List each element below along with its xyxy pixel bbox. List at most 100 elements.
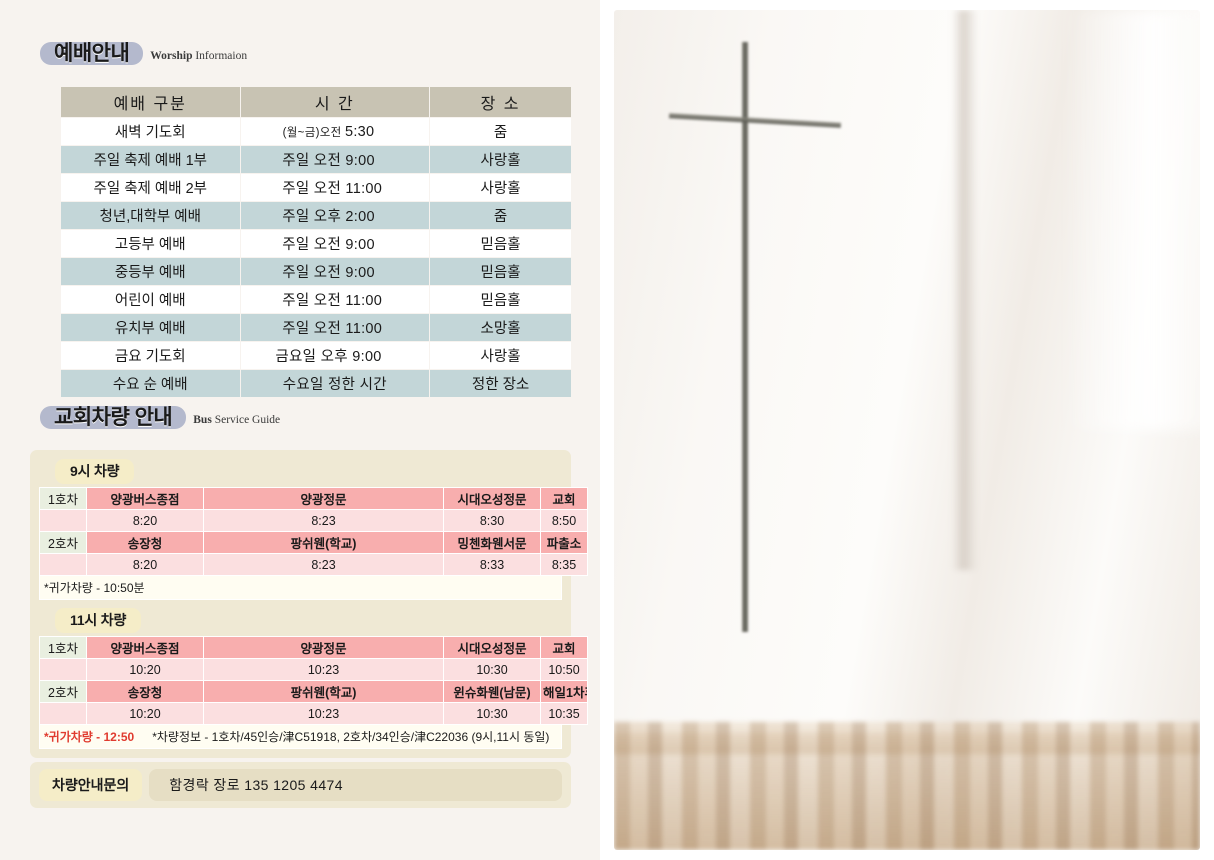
bus-stop-time: 8:30 [443,509,541,532]
bus-stop-name: 밍첸화웬서문 [443,531,541,554]
bus-section-tag: 교회차량 안내 Bus Service Guide [40,406,280,429]
bus-stop-time: 8:20 [86,509,204,532]
worship-row-time: 주일 오전 11:00 [239,173,431,202]
bus-tag-ko: 교회차량 안내 [54,406,173,429]
worship-row-place: 줌 [429,201,572,230]
bus-stop-name: 팡쉬웬(학교) [203,531,444,554]
bus-stop-name: 양광정문 [203,487,444,510]
wall-light-decoration [1064,10,1200,430]
worship-tag-ko: 예배안내 [54,42,130,65]
bus-tag-en-rest: Service Guide [214,414,281,426]
bus-stop-name: 시대오성정문 [443,487,541,510]
bus-time-spacer [39,658,87,681]
worship-table-row: 중등부 예배 주일 오전 9:00 믿음홀 [60,257,572,286]
worship-row-name: 유치부 예배 [60,313,241,342]
bus-schedule-table: 1호차 양광버스종점 양광정문 시대오성정문 교회 8:20 8:23 8:30 8:50 2호차… [39,487,588,576]
bus-stop-name: 교회 [540,636,588,659]
worship-table-row: 새벽 기도회 (월~금)오전 5:30 줌 [60,117,572,146]
bus-stop-name: 송장청 [86,531,204,554]
wall-seam-decoration [952,10,978,570]
sanctuary-photo-background [614,10,1200,850]
bus-stop-time: 10:35 [540,702,588,725]
bus-stop-time: 8:33 [443,553,541,576]
bus-table-row: 8:208:238:338:358:408:418:50 [39,553,588,576]
bus-stop-name: 윈슈화웬(남문) [443,680,541,703]
worship-row-time: 주일 오후 2:00 [239,201,431,230]
worship-section-tag: 예배안내 Worship Informaion [40,42,247,65]
worship-row-time: 수요일 정한 시간 [239,369,431,398]
worship-table-row: 유치부 예배 주일 오전 11:00 소망홀 [60,313,572,342]
bus-info-note: *귀가차량 - 10:50분 [44,581,145,595]
bus-info-note-suffix: (9시,11시 동일) [468,730,550,744]
worship-row-time: 주일 오전 9:00 [239,257,431,286]
bus-stop-time: 10:23 [203,702,444,725]
worship-table-row: 어린이 예배 주일 오전 11:00 믿음홀 [60,285,572,314]
worship-row-name: 청년,대학부 예배 [60,201,241,230]
worship-row-name: 중등부 예배 [60,257,241,286]
worship-tag-en-bold: Worship [150,50,193,62]
bus-table-gap [39,600,562,607]
worship-row-name: 새벽 기도회 [60,117,241,146]
bus-time-spacer [39,553,87,576]
worship-table-row: 금요 기도회 금요일 오후 9:00 사랑홀 [60,341,572,370]
bus-table-row: 10:20 10:23 10:30 10:50 [39,658,588,681]
bus-return-note: *귀가차량 - 12:50 [44,730,135,744]
worship-table-row: 주일 축제 예배 2부 주일 오전 11:00 사랑홀 [60,173,572,202]
bus-info-note: *차량정보 - 1호차/45인승/津C51918, 2호차/34인승/津C220… [152,730,469,744]
bus-stop-time: 10:20 [86,702,204,725]
worship-row-time: 주일 오전 11:00 [239,313,431,342]
bus-table-row: 8:20 8:23 8:30 8:50 [39,509,588,532]
bus-contact-label: 차량안내문의 [39,769,143,801]
worship-row-place: 사랑홀 [429,173,572,202]
worship-row-place: 믿음홀 [429,285,572,314]
bus-stop-time: 10:30 [443,658,541,681]
bus-stop-time: 8:23 [203,509,444,532]
bus-time-spacer [39,702,87,725]
bus-stop-name: 해일1차후문 [540,680,588,703]
worship-tag-en-rest: Informaion [195,50,248,62]
worship-row-time: (월~금)오전 5:30 [239,117,431,146]
worship-row-place: 줌 [429,117,572,146]
worship-header-name: 예배 구분 [60,86,241,118]
worship-row-name: 주일 축제 예배 2부 [60,173,241,202]
bus-tag-pill: 교회차량 안내 [40,406,187,429]
bus-contact-strip: 차량안내문의 함경락 장로 135 1205 4474 [30,762,571,808]
bus-schedule-badge: 9시 차량 [55,459,135,484]
cross-horizontal-beam [668,113,842,128]
bus-stop-time: 8:23 [203,553,444,576]
bus-stop-time: 10:50 [540,658,588,681]
worship-row-place: 사랑홀 [429,341,572,370]
bus-number-label: 2호차 [39,680,87,703]
worship-row-place: 소망홀 [429,313,572,342]
bus-stop-name: 송장청 [86,680,204,703]
worship-row-name: 금요 기도회 [60,341,241,370]
worship-row-name: 어린이 예배 [60,285,241,314]
bus-table-row: 1호차 양광버스종점 양광정문 시대오성정문 교회 [39,487,588,510]
worship-row-name: 주일 축제 예배 1부 [60,145,241,174]
bus-stop-time: 8:20 [86,553,204,576]
worship-table-row: 고등부 예배 주일 오전 9:00 믿음홀 [60,229,572,258]
wood-foreground-decoration [614,722,1200,850]
worship-row-name: 수요 순 예배 [60,369,241,398]
cross-vertical-beam [742,42,748,632]
worship-row-name: 고등부 예배 [60,229,241,258]
worship-row-place: 정한 장소 [429,369,572,398]
worship-row-place: 사랑홀 [429,145,572,174]
worship-row-time: 주일 오전 11:00 [239,285,431,314]
worship-table-header-row: 예배 구분 시 간 장 소 [60,86,572,118]
bus-stop-time: 8:35 [540,553,588,576]
worship-row-time: 주일 오전 9:00 [239,229,431,258]
bus-schedule-table: 1호차 양광버스종점 양광정문 시대오성정문 교회 10:20 10:23 10:30 10:5… [39,636,588,725]
worship-row-place: 믿음홀 [429,229,572,258]
worship-row-place: 믿음홀 [429,257,572,286]
bus-stop-name: 양광버스종점 [86,487,204,510]
worship-table-row: 주일 축제 예배 1부 주일 오전 9:00 사랑홀 [60,145,572,174]
worship-table-row: 수요 순 예배 수요일 정한 시간 정한 장소 [60,369,572,398]
bus-stop-time: 8:50 [540,509,588,532]
worship-tag-en: Worship Informaion [150,50,247,65]
bus-stop-name: 양광정문 [203,636,444,659]
bus-stop-name: 파출소 [540,531,588,554]
bus-tag-en-bold: Bus [193,414,212,426]
